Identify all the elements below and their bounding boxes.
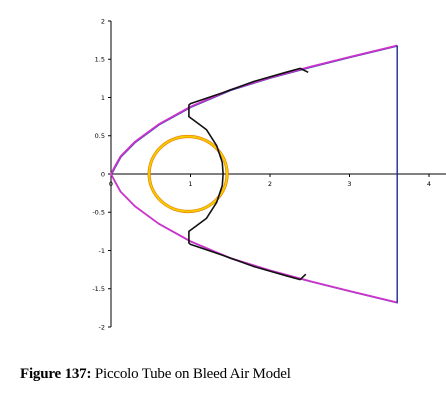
parabola-line [110,44,398,304]
x-tick-label: 3 [347,180,351,188]
x-tick-label: 1 [188,180,192,188]
figure-caption-text: Piccolo Tube on Bleed Air Model [94,366,291,382]
figure-axes [110,21,446,327]
y-tick-label: -0.5 [92,209,105,217]
x-tick-label: 2 [268,180,272,188]
y-tick-label: 1.5 [95,56,105,64]
figure-caption-label: Figure 137: [20,366,92,382]
x-tick-label: 4 [427,180,431,188]
y-tick-label: -1.5 [92,285,105,293]
parabola-shadow-line [110,45,398,304]
y-tick-label: 0 [101,170,105,178]
x-tick-label: 0 [109,180,113,188]
piccolo-tube-circle [148,135,229,213]
piccolo-tube-figure: 2 1.5 1 0.5 0 -0.5 -1 -1.5 -2 0 1 2 3 4 [92,17,446,331]
figure-caption: Figure 137: Piccolo Tube on Bleed Air Mo… [20,366,291,383]
figure-ticks: 2 1.5 1 0.5 0 -0.5 -1 -1.5 -2 0 1 2 3 4 [92,17,431,331]
y-tick-label: 1 [101,94,105,102]
figure-curves [110,44,398,304]
y-tick-label: 0.5 [95,132,105,140]
y-tick-label: 2 [101,17,105,25]
inner-contour-line [188,67,309,281]
y-tick-label: -2 [99,323,105,331]
y-tick-label: -1 [99,247,105,255]
